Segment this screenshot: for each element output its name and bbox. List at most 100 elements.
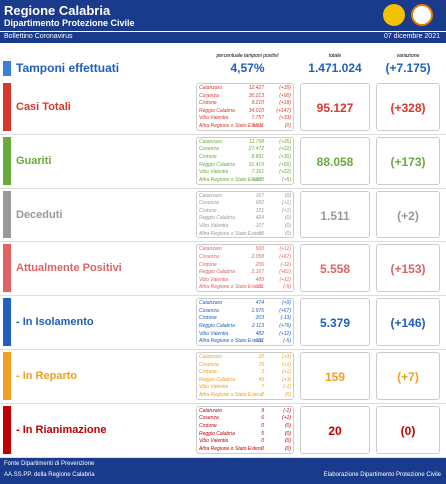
tests-label: Tamponi effettuati — [16, 61, 120, 75]
color-stripe — [3, 61, 11, 76]
province-value: 9 — [261, 407, 264, 414]
province: Cosenza — [199, 307, 219, 314]
color-stripe — [3, 136, 11, 185]
province-change: (0) — [284, 430, 291, 437]
province: Crotone — [199, 154, 217, 160]
province: Vibo Valentia — [199, 223, 229, 229]
province-change: (+1) — [281, 415, 291, 422]
province-change: (0) — [284, 423, 291, 429]
province-change: (+12) — [279, 330, 291, 337]
province-box — [196, 244, 294, 293]
total-box — [300, 405, 370, 454]
province-value: 131 — [255, 284, 264, 291]
subtitle: Dipartimento Protezione Civile — [4, 18, 135, 28]
province-change: (0) — [284, 192, 291, 199]
section-divider — [0, 349, 446, 350]
province: Cosenza — [199, 200, 219, 207]
total: 159 — [324, 369, 346, 384]
province-change: (+5) — [281, 176, 291, 183]
province: Catanzaro — [199, 138, 223, 145]
province: Vibo Valentia — [199, 115, 229, 122]
province-change: (+66) — [279, 161, 291, 168]
total: 88.058 — [316, 154, 354, 169]
province-value: 1.976 — [251, 307, 264, 314]
province-change: (+1) — [281, 200, 291, 207]
total: 5.558 — [319, 262, 351, 277]
change-box — [376, 83, 440, 131]
province-value: 474 — [255, 300, 264, 307]
color-stripe — [3, 244, 11, 293]
province: Vibo Valentia — [199, 384, 229, 391]
province-change: (+90) — [279, 92, 291, 99]
province-value: 1.511 — [251, 123, 264, 129]
province-change: (0) — [284, 438, 291, 445]
total: 95.127 — [316, 100, 354, 115]
province-change: (-5) — [283, 284, 291, 291]
province-change: (+22) — [279, 146, 291, 153]
province-change: (+67) — [279, 307, 291, 314]
section-divider — [0, 456, 446, 458]
province-change: (+11) — [279, 276, 291, 283]
province-change: (+11) — [279, 246, 291, 253]
province-value: 203 — [255, 315, 264, 322]
section-title: - In Reparto — [16, 369, 78, 382]
province-change: (-13) — [280, 315, 291, 322]
province: Altra Regione o Stato Estero — [199, 176, 263, 183]
total-box — [300, 298, 370, 346]
province: Cosenza — [199, 146, 219, 153]
province-value: 7.757 — [251, 115, 264, 122]
province-value: 7.161 — [251, 169, 264, 176]
province: Catanzaro — [199, 354, 223, 360]
color-stripe — [3, 298, 11, 346]
section-title: Casi Totali — [16, 100, 71, 113]
province-change: (-1) — [283, 407, 291, 414]
province-value: 2 — [261, 392, 264, 398]
province-value: 167 — [255, 192, 264, 199]
province-value: 1.370 — [251, 176, 264, 183]
tests-total: 1.471.024 — [308, 61, 362, 75]
province-value: 27.472 — [248, 146, 264, 153]
province-value: 489 — [255, 276, 264, 283]
province: Crotone — [199, 261, 217, 268]
change: (0) — [400, 423, 416, 438]
change-box — [376, 298, 440, 346]
province-value: 12.427 — [248, 85, 264, 91]
province: Crotone — [199, 423, 217, 429]
total-box — [300, 136, 370, 185]
province: Cosenza — [199, 361, 219, 368]
tests-change: (+7.175) — [385, 61, 431, 75]
footer-source: Fonte Dipartimenti di Prevenzione — [4, 461, 95, 467]
province: Cosenza — [199, 415, 219, 422]
province-value: 482 — [255, 330, 264, 337]
province: Cosenza — [199, 92, 219, 99]
bulletin: Bollettino Coronavirus — [4, 33, 73, 40]
province-value: 0 — [261, 423, 264, 429]
province-value: 121 — [255, 207, 264, 214]
province-change: (+39) — [279, 85, 291, 91]
section-title: Guariti — [16, 154, 52, 167]
header-bar — [0, 0, 446, 31]
total: 20 — [328, 423, 342, 438]
province-box — [196, 298, 294, 346]
province-value: 0 — [261, 438, 264, 445]
province-change: (+18) — [279, 100, 291, 107]
province: Reggio Calabria — [199, 376, 235, 383]
province: Reggio Calabria — [199, 430, 235, 437]
change: (+173) — [390, 154, 426, 169]
province-change: (+26) — [279, 138, 291, 145]
section-divider — [0, 295, 446, 297]
province: Vibo Valentia — [199, 330, 229, 337]
change: (+7) — [397, 369, 419, 384]
total-box — [300, 190, 370, 239]
change-box — [376, 244, 440, 293]
footer-source: AA.SS.PP. della Regione Calabria — [4, 472, 95, 478]
province-value: 5 — [261, 430, 264, 437]
province-value: 31.419 — [248, 161, 264, 168]
province-value: 107 — [255, 223, 264, 229]
tests-percent: 4,57% — [230, 61, 265, 75]
province-box — [196, 405, 294, 454]
color-stripe — [3, 83, 11, 131]
color-stripe — [3, 352, 11, 400]
province-value: 131 — [255, 338, 264, 345]
